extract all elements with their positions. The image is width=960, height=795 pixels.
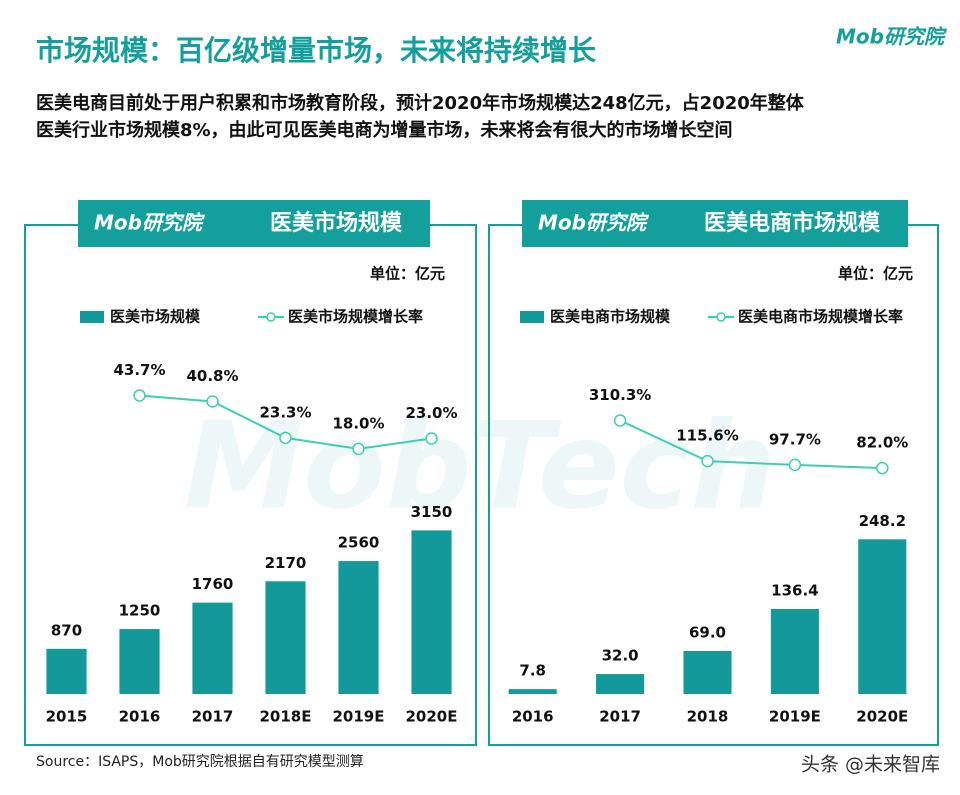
unit: 单位：亿元: [370, 265, 445, 283]
bar: [338, 561, 379, 694]
bar-label: 7.8: [519, 662, 546, 680]
bar-label: 2560: [338, 534, 380, 552]
x-tick-label: 2017: [192, 708, 234, 726]
x-tick-label: 2018: [687, 708, 729, 726]
growth-point: [701, 454, 714, 468]
growth-label: 23.0%: [405, 404, 457, 422]
bar-label: 870: [51, 621, 82, 639]
x-tick-label: 2015: [46, 708, 88, 726]
bar: [596, 674, 645, 694]
bar: [683, 650, 732, 694]
growth-point: [425, 432, 438, 445]
growth-label: 97.7%: [769, 430, 821, 448]
panel-header: [78, 200, 430, 247]
growth-line: [619, 419, 883, 470]
growth-point: [788, 458, 802, 472]
bar-label: 1760: [192, 575, 234, 593]
bar: [411, 530, 452, 694]
panel-logo: Mob研究院: [538, 211, 650, 235]
title: 市场规模：百亿级增量市场，未来将持续增长: [36, 34, 596, 67]
growth-point: [133, 389, 146, 402]
growth-label: 40.8%: [186, 367, 238, 385]
bar-label: 1250: [119, 602, 161, 620]
growth-point: [352, 442, 365, 456]
growth-label: 23.3%: [259, 403, 311, 421]
x-tick-label: 2019E: [333, 708, 385, 726]
bar: [508, 689, 557, 694]
growth-point: [613, 414, 627, 427]
legend-label: 医美市场规模增长率: [288, 308, 423, 326]
unit: 单位：亿元: [838, 265, 913, 283]
growth-label: 115.6%: [676, 427, 738, 445]
x-tick-label: 2017: [599, 708, 641, 726]
subtitle-line: 医美行业市场规模8%，由此可见医美电商为增量市场，未来将会有很大的市场增长空间: [36, 119, 733, 141]
x-tick-label: 2016: [119, 708, 161, 726]
panel-title: 医美电商市场规模: [704, 210, 881, 236]
x-tick-label: 2020E: [856, 708, 908, 726]
bar-label: 69.0: [689, 623, 726, 641]
legend-marker: [266, 312, 276, 322]
x-tick-label: 2020E: [406, 708, 458, 726]
legend-swatch: [520, 311, 544, 323]
panel-title: 医美市场规模: [270, 210, 403, 236]
bar: [46, 648, 87, 694]
growth-label: 18.0%: [332, 414, 384, 432]
growth-label: 43.7%: [113, 361, 165, 379]
legend-marker: [716, 312, 726, 322]
growth-label: 310.3%: [589, 386, 651, 404]
x-tick-label: 2016: [512, 708, 554, 726]
x-tick-label: 2019E: [769, 708, 821, 726]
bar: [265, 581, 306, 694]
logo: Mob研究院: [836, 25, 948, 49]
panel-header: [522, 200, 908, 247]
legend-label: 医美电商市场规模: [550, 308, 671, 326]
bar: [119, 629, 160, 694]
bar-label: 136.4: [771, 581, 818, 599]
growth-point: [279, 431, 292, 445]
credit: 头条 @未来智库: [801, 754, 940, 776]
legend-label: 医美电商市场规模增长率: [738, 308, 903, 326]
x-tick-label: 2018E: [260, 708, 312, 726]
source: Source：ISAPS，Mob研究院根据自有研究模型测算: [36, 754, 364, 770]
bar: [192, 602, 233, 694]
bar-label: 248.2: [859, 512, 906, 530]
bar: [770, 608, 819, 694]
growth-point: [206, 395, 219, 408]
growth-label: 82.0%: [856, 434, 908, 452]
subtitle-line: 医美电商目前处于用户积累和市场教育阶段，预计2020年市场规模达248亿元，占2…: [36, 92, 805, 114]
growth-point: [876, 461, 889, 475]
bar-label: 2170: [265, 554, 307, 572]
legend-swatch: [80, 311, 104, 323]
watermark: MobTech: [184, 398, 776, 537]
bar-label: 32.0: [602, 647, 639, 665]
bar-label: 3150: [411, 503, 453, 521]
bar: [858, 539, 907, 694]
legend-label: 医美市场规模: [110, 308, 201, 326]
panel-logo: Mob研究院: [94, 211, 206, 235]
